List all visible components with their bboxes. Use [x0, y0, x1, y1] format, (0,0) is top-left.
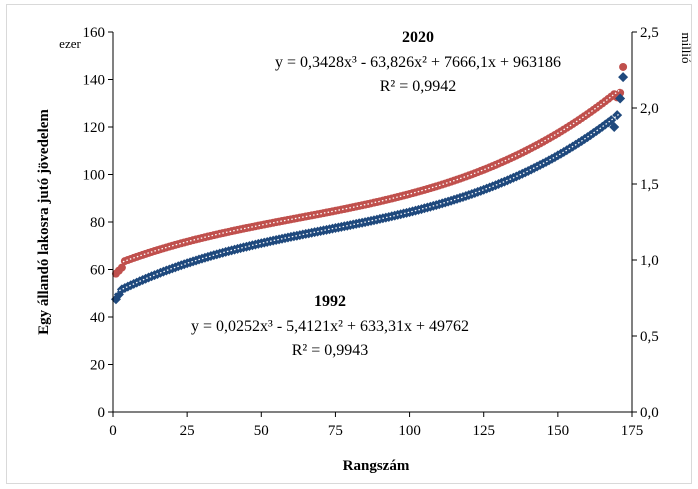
y-axis-ticks: 0 20 40 60 80 100 120 140 160	[83, 25, 113, 421]
y2-tick-label: 2,5	[640, 25, 659, 41]
y-tick-label: 120	[83, 120, 106, 136]
point-1992	[618, 72, 629, 83]
annotation-2020-equation: y = 0,3428x³ - 63,826x² + 7666,1x + 9631…	[275, 54, 561, 71]
series-2020-markers	[111, 62, 628, 278]
point-2020	[117, 263, 126, 272]
y-axis-title: Egy állandó lakosra jutó jövedelem	[36, 109, 52, 335]
x-tick-label: 175	[621, 423, 644, 439]
point-2020	[619, 62, 628, 71]
point-1992	[594, 123, 605, 134]
y-tick-label: 80	[90, 215, 105, 231]
x-tick-label: 50	[254, 423, 269, 439]
y2-tick-label: 1,0	[640, 253, 659, 269]
y-tick-label: 60	[90, 263, 105, 279]
y2-tick-label: 1,5	[640, 177, 659, 193]
y-tick-label: 100	[83, 168, 106, 184]
x-axis-ticks: 0 25 50 75 100 125 150 175	[109, 412, 643, 439]
y-tick-label: 40	[90, 310, 105, 326]
y-tick-label: 140	[83, 73, 106, 89]
y-tick-label: 0	[98, 405, 106, 421]
x-tick-label: 150	[547, 423, 570, 439]
y2-tick-label: 2,0	[640, 101, 659, 117]
x-axis-title: Rangszám	[343, 458, 410, 474]
y2-tick-label: 0,0	[640, 405, 659, 421]
annotation-1992-r2: R² = 0,9943	[292, 342, 369, 359]
y2-axis-ticks: 0,0 0,5 1,0 1,5 2,0 2,5	[632, 25, 659, 421]
annotation-2020-title: 2020	[402, 29, 434, 46]
x-tick-label: 100	[398, 423, 421, 439]
y2-axis-unit: millió	[679, 32, 694, 63]
annotation-1992-title: 1992	[314, 293, 346, 310]
x-tick-label: 125	[472, 423, 495, 439]
series-1992-markers	[110, 72, 629, 305]
annotation-1992-equation: y = 0,0252x³ - 5,4121x² + 633,31x + 4976…	[191, 318, 469, 335]
trendlines	[115, 86, 624, 293]
point-1992	[615, 93, 626, 104]
trendline-2020	[115, 86, 624, 266]
x-tick-label: 25	[180, 423, 195, 439]
y2-tick-label: 0,5	[640, 329, 659, 345]
x-tick-label: 75	[328, 423, 343, 439]
y-tick-label: 160	[83, 25, 106, 41]
point-1992	[609, 122, 620, 132]
annotation-2020-r2: R² = 0,9942	[380, 78, 457, 95]
y-tick-label: 20	[90, 358, 105, 374]
x-tick-label: 0	[109, 423, 117, 439]
y-axis-unit: ezer	[59, 36, 81, 51]
